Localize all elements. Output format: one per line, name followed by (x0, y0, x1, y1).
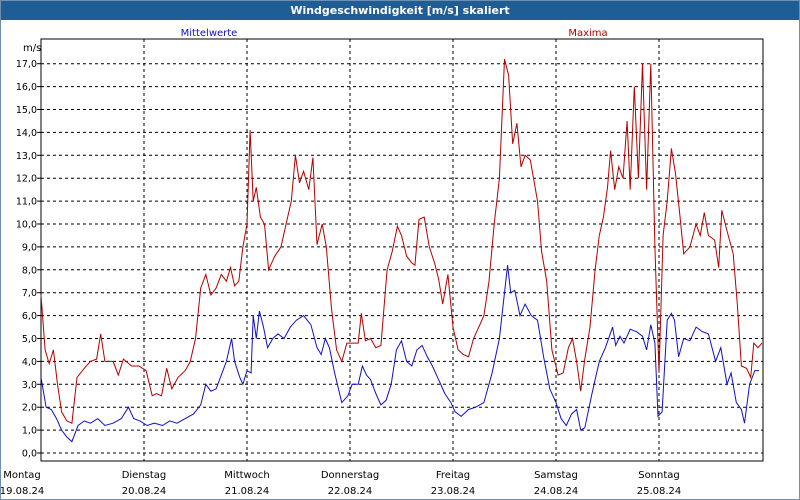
y-tick-label: 7,0 (22, 288, 37, 299)
y-tick-label: 0,0 (22, 449, 37, 460)
x-tick-date: 23.08.24 (431, 486, 476, 497)
legend-maxima: Maxima (568, 28, 607, 39)
y-axis-ticks: 0,0 1,0 2,0 3,0 4,0 5,0 6,0 7,0 8,0 9,0 10,0 11,0 12… (16, 59, 41, 460)
y-tick-label: 17,0 (16, 59, 37, 70)
y-tick-label: 4,0 (22, 357, 37, 368)
series-line-mittelwerte (40, 265, 759, 443)
y-tick-label: 16,0 (16, 82, 37, 93)
series-line-maxima (40, 58, 763, 424)
y-tick-label: 3,0 (22, 380, 37, 391)
x-tick-date: 24.08.24 (534, 486, 579, 497)
y-tick-label: 15,0 (16, 105, 37, 116)
y-tick-label: 2,0 (22, 403, 37, 414)
x-tick-date: 21.08.24 (225, 486, 270, 497)
x-tick-day: Samstag (534, 470, 578, 481)
x-tick-day: Montag (3, 470, 40, 481)
x-tick-day: Freitag (436, 470, 470, 481)
y-tick-label: 8,0 (22, 265, 37, 276)
wind-speed-chart: 0,0 1,0 2,0 3,0 4,0 5,0 6,0 7,0 8,0 9,0 10,0 11,0 12… (1, 28, 764, 497)
x-axis-ticks: Montag 19.08.24 Dienstag 20.08.24 Mittwoch 21… (1, 470, 681, 497)
y-tick-label: 11,0 (16, 197, 37, 208)
y-tick-label: 14,0 (16, 128, 37, 139)
y-tick-label: 13,0 (16, 151, 37, 162)
y-tick-label: 12,0 (16, 174, 37, 185)
x-tick-date: 22.08.24 (328, 486, 373, 497)
legend-mittelwerte: Mittelwerte (181, 28, 238, 39)
window-title: Windgeschwindigkeit [m/s] skaliert (1, 1, 799, 20)
x-tick-day: Sonntag (638, 470, 680, 481)
y-tick-label: 6,0 (22, 311, 37, 322)
x-tick-day: Donnerstag (321, 470, 379, 481)
x-tick-date: 19.08.24 (1, 486, 44, 497)
x-tick-day: Dienstag (122, 470, 167, 481)
x-tick-day: Mittwoch (224, 470, 269, 481)
x-tick-date: 20.08.24 (122, 486, 167, 497)
y-tick-label: 9,0 (22, 242, 37, 253)
y-axis-label: m/s (23, 43, 41, 54)
y-tick-label: 1,0 (22, 426, 37, 437)
y-tick-label: 5,0 (22, 334, 37, 345)
y-tick-label: 10,0 (16, 220, 37, 231)
series-group (40, 58, 763, 443)
x-tick-date: 25.08.24 (637, 486, 682, 497)
